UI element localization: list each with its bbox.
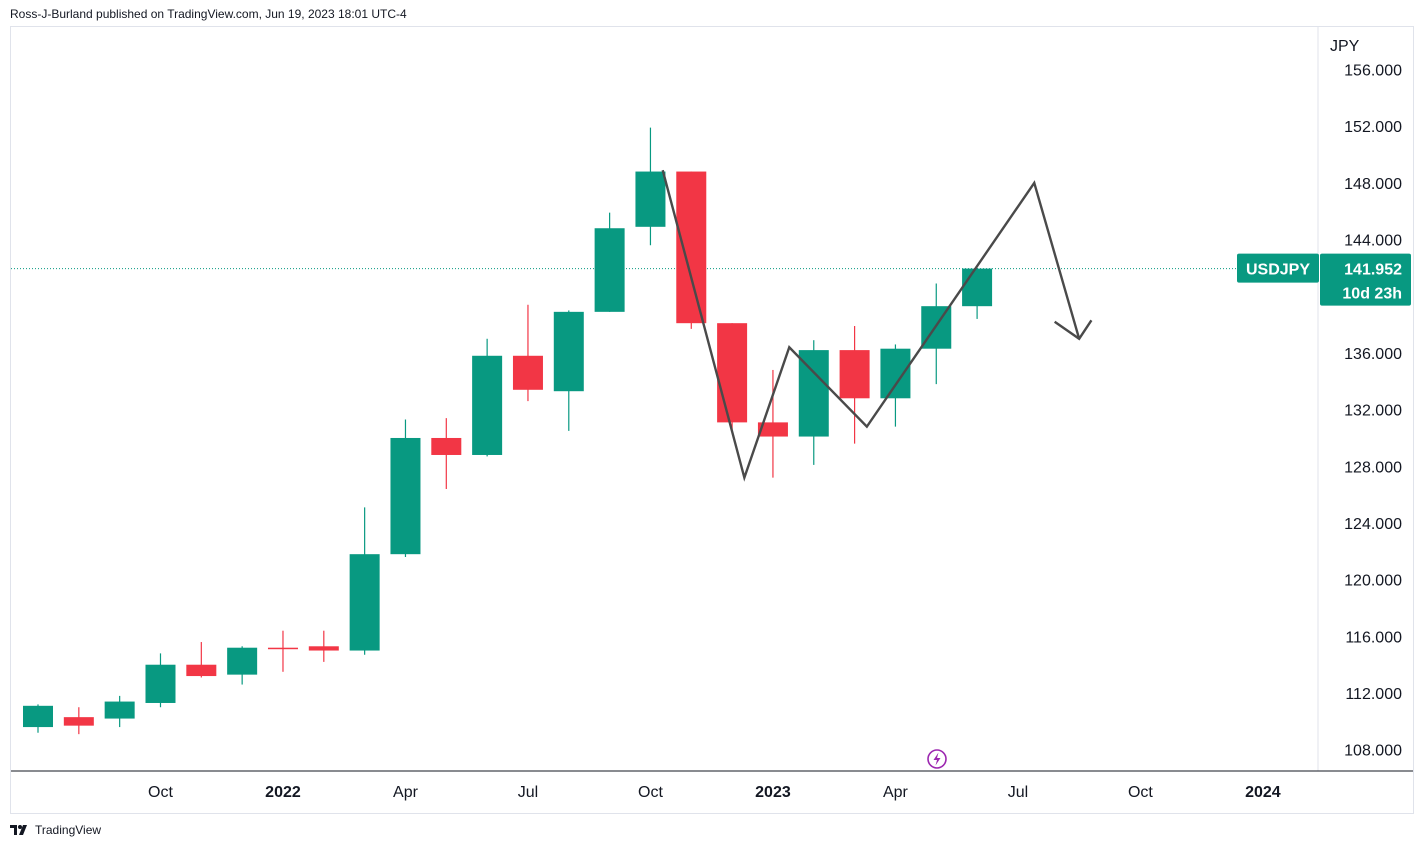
x-tick-label: Jul bbox=[1008, 784, 1028, 801]
symbol-tag-label: USDJPY bbox=[1246, 262, 1310, 279]
projection-arrow-head[interactable] bbox=[1053, 319, 1093, 341]
candle[interactable] bbox=[227, 646, 258, 685]
chart-frame[interactable] bbox=[10, 26, 1414, 814]
y-tick-label: 156.000 bbox=[1344, 63, 1402, 80]
candle[interactable] bbox=[390, 419, 421, 558]
candle-body bbox=[308, 646, 339, 651]
candle-body bbox=[962, 268, 993, 307]
candle[interactable] bbox=[921, 283, 952, 385]
x-tick-label: 2022 bbox=[265, 784, 301, 801]
candle[interactable] bbox=[472, 338, 503, 457]
candle[interactable] bbox=[594, 212, 625, 312]
candle-body bbox=[431, 437, 462, 455]
candle[interactable] bbox=[349, 507, 380, 655]
x-tick-label: Oct bbox=[638, 784, 663, 801]
y-tick-label: 108.000 bbox=[1344, 743, 1402, 760]
y-tick-label: 152.000 bbox=[1344, 119, 1402, 136]
candle-body bbox=[23, 705, 53, 728]
candle-body bbox=[839, 350, 870, 399]
footer-brand[interactable]: TradingView bbox=[10, 823, 101, 837]
footer-brand-label: TradingView bbox=[35, 823, 102, 837]
price-tag-value: 141.952 bbox=[1344, 262, 1402, 279]
price-tag-countdown: 10d 23h bbox=[1342, 286, 1402, 303]
y-tick-label: 116.000 bbox=[1345, 629, 1402, 646]
candle-body bbox=[757, 422, 788, 437]
y-tick-label: 120.000 bbox=[1344, 573, 1402, 590]
candle-body bbox=[186, 664, 217, 677]
candle-body bbox=[472, 355, 503, 455]
y-tick-label: 132.000 bbox=[1344, 403, 1402, 420]
candle[interactable] bbox=[23, 704, 53, 733]
y-tick-label: 144.000 bbox=[1344, 233, 1402, 250]
candle-body bbox=[390, 437, 421, 555]
candle[interactable] bbox=[962, 267, 993, 319]
candle[interactable] bbox=[186, 642, 217, 678]
candle-body bbox=[63, 717, 94, 726]
candle-body bbox=[227, 647, 258, 675]
x-tick-label: 2023 bbox=[755, 784, 791, 801]
candle-body bbox=[553, 311, 584, 392]
candle-body bbox=[512, 355, 543, 390]
candle-body bbox=[267, 647, 298, 650]
currency-label: JPY bbox=[1330, 38, 1360, 55]
candle[interactable] bbox=[676, 171, 707, 329]
x-tick-label: Jul bbox=[518, 784, 538, 801]
candle[interactable] bbox=[267, 630, 298, 672]
tradingview-logo-icon bbox=[10, 825, 27, 835]
x-tick-label: Oct bbox=[148, 784, 173, 801]
candle[interactable] bbox=[839, 326, 870, 444]
candle[interactable] bbox=[104, 695, 135, 728]
candle[interactable] bbox=[757, 369, 788, 478]
candle[interactable] bbox=[717, 323, 748, 430]
candle[interactable] bbox=[635, 127, 666, 246]
chart-attribution: Ross-J-Burland published on TradingView.… bbox=[10, 7, 407, 21]
candle[interactable] bbox=[431, 418, 462, 489]
candle[interactable] bbox=[308, 630, 339, 662]
axis-header-mask bbox=[1319, 27, 1413, 58]
y-tick-label: 124.000 bbox=[1344, 516, 1402, 533]
y-tick-label: 148.000 bbox=[1344, 176, 1402, 193]
x-tick-label: Oct bbox=[1128, 784, 1153, 801]
candle[interactable] bbox=[512, 304, 543, 402]
x-tick-label: 2024 bbox=[1245, 784, 1281, 801]
candle[interactable] bbox=[145, 653, 176, 708]
candle-body bbox=[798, 350, 829, 437]
candle[interactable] bbox=[553, 310, 584, 431]
candle-body bbox=[145, 664, 176, 703]
x-tick-label: Apr bbox=[393, 784, 419, 801]
candle-body bbox=[104, 701, 135, 719]
symbol-tag[interactable] bbox=[1237, 253, 1319, 283]
candle[interactable] bbox=[798, 340, 829, 465]
y-tick-label: 128.000 bbox=[1344, 459, 1402, 476]
x-tick-label: Apr bbox=[883, 784, 909, 801]
y-tick-label: 112.000 bbox=[1345, 686, 1402, 703]
projection-path[interactable] bbox=[661, 169, 1081, 482]
candle-body bbox=[676, 171, 707, 324]
candle-body bbox=[635, 171, 666, 227]
flash-icon[interactable] bbox=[927, 749, 947, 769]
candle-body bbox=[717, 323, 748, 423]
candle-body bbox=[349, 554, 380, 651]
y-tick-label: 136.000 bbox=[1344, 346, 1402, 363]
price-tag[interactable] bbox=[1320, 253, 1411, 306]
candle-body bbox=[880, 348, 911, 399]
candle-body bbox=[594, 228, 625, 312]
candle[interactable] bbox=[63, 707, 94, 735]
